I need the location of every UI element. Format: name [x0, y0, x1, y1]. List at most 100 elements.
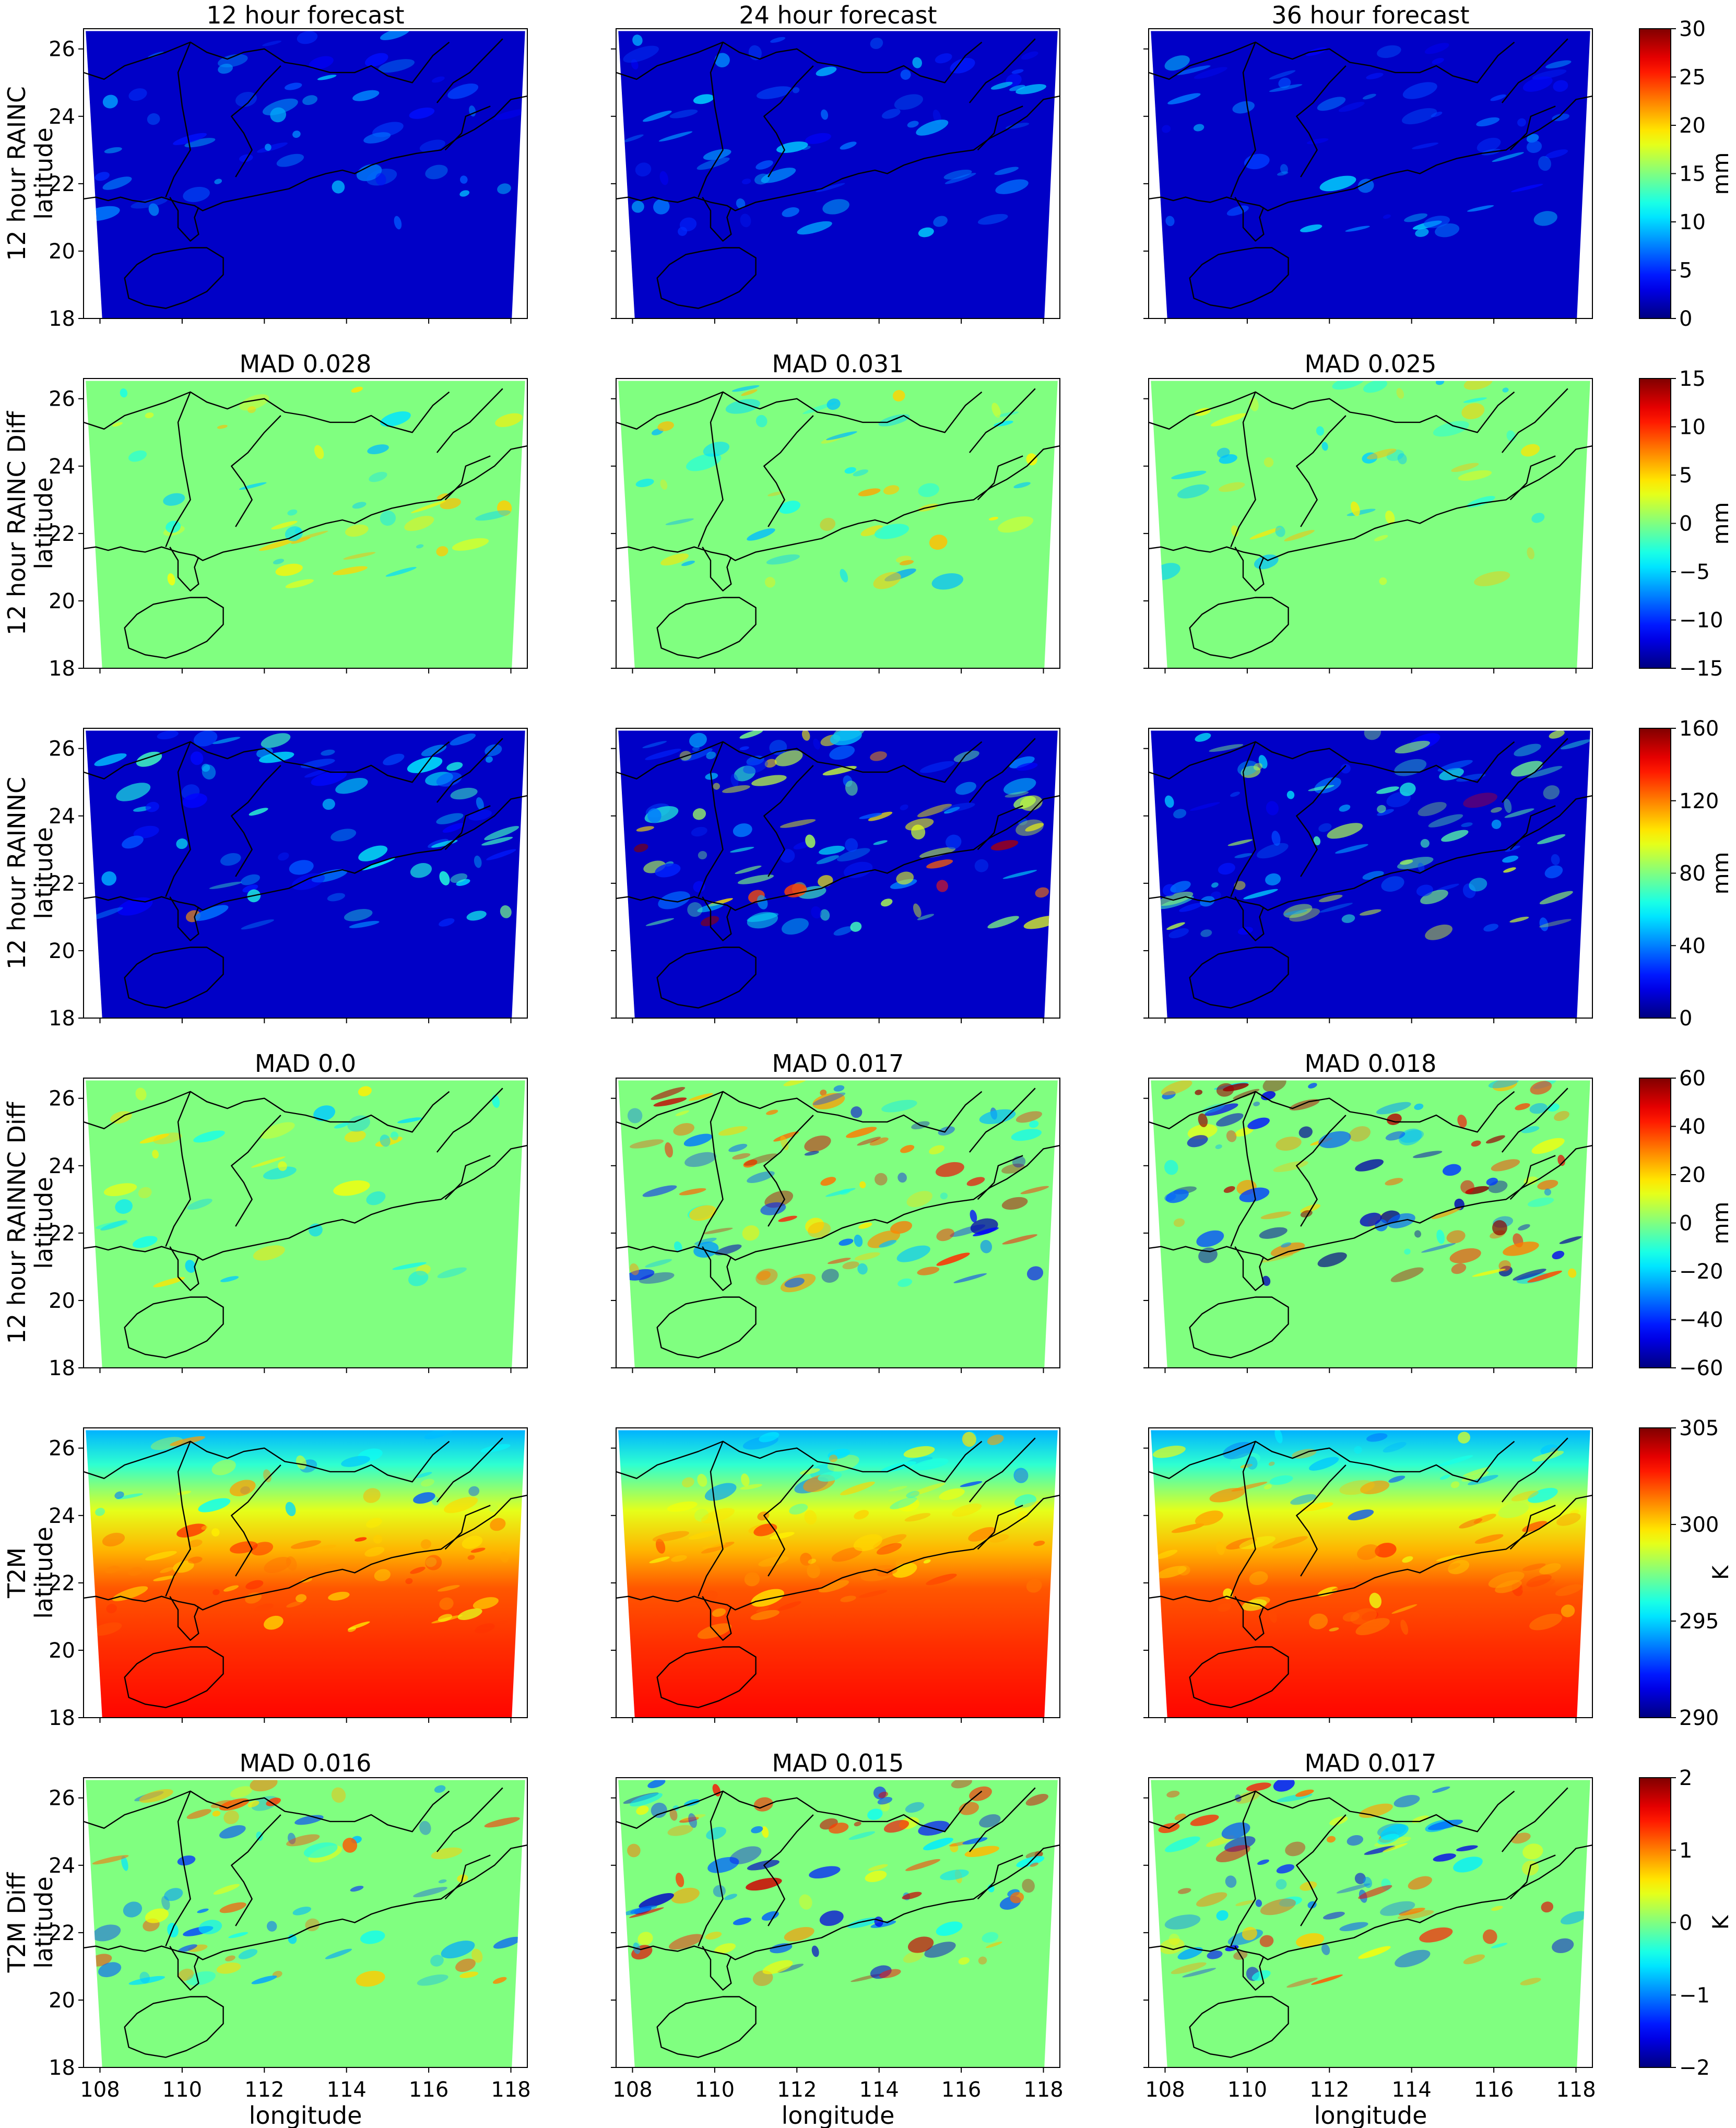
province-border: [1230, 741, 1256, 897]
field-feature: [725, 399, 761, 414]
field-texture: [1152, 1430, 1583, 1636]
field-feature: [757, 1271, 771, 1281]
field-feature: [635, 162, 652, 177]
field-feature: [1383, 214, 1391, 219]
field-feature: [940, 1192, 948, 1200]
field-feature: [1278, 77, 1291, 89]
field-feature: [1256, 843, 1289, 859]
field-feature: [100, 1220, 127, 1231]
field-feature: [1401, 108, 1437, 125]
field-feature: [1532, 1450, 1564, 1462]
field-texture: [91, 1430, 511, 1636]
field-feature: [740, 214, 751, 228]
field-feature: [392, 1262, 427, 1270]
field-feature: [1528, 1487, 1558, 1503]
field-feature: [1308, 1457, 1339, 1471]
field-feature: [761, 1826, 769, 1838]
field-feature: [704, 1483, 737, 1501]
field-feature: [1271, 831, 1281, 846]
x-axis-label: longitude: [249, 2101, 362, 2128]
y-tick-label: 22: [49, 1571, 75, 1595]
field-feature: [331, 1787, 346, 1803]
field-feature: [668, 1934, 703, 1950]
field-feature: [653, 1097, 687, 1107]
hainan-coastline: [1189, 247, 1289, 309]
field-feature: [1488, 1080, 1519, 1089]
field-feature: [258, 539, 296, 551]
field-feature: [783, 1080, 808, 1086]
field-feature: [755, 160, 773, 170]
field-feature: [1195, 1090, 1203, 1095]
field-feature: [1166, 922, 1185, 930]
axes-frame: [1148, 1427, 1593, 1718]
field-feature: [101, 871, 117, 886]
field-feature: [436, 493, 449, 500]
field-feature: [1449, 1248, 1481, 1263]
field-feature: [245, 1580, 264, 1590]
field-feature: [859, 1181, 866, 1188]
field-feature: [820, 1090, 827, 1096]
field-feature: [1339, 1922, 1368, 1931]
field-background: [1151, 381, 1590, 668]
field-feature: [1360, 1480, 1390, 1495]
field-feature: [973, 1227, 999, 1236]
field-feature: [1300, 224, 1322, 232]
field-feature: [456, 879, 470, 886]
field-feature: [114, 1491, 124, 1499]
field-feature: [692, 808, 706, 820]
field-feature: [1513, 1269, 1546, 1281]
colorbar-gradient: [1639, 1777, 1671, 2068]
field-feature: [1161, 1080, 1192, 1095]
field-feature: [780, 819, 816, 828]
province-border: [83, 41, 450, 84]
field-feature: [744, 1572, 760, 1587]
colorbar-tick-label: 290: [1679, 1706, 1719, 1730]
field-feature: [770, 1532, 795, 1540]
province-border: [444, 455, 491, 501]
field-feature: [747, 913, 779, 922]
map-panel-r1-c1: 18 20 22 24 26 12 hour forecast: [49, 1, 528, 331]
field-feature: [160, 1567, 174, 1574]
y-tick-label: 22: [49, 1222, 75, 1246]
field-feature: [1362, 871, 1384, 880]
field-feature: [1339, 1480, 1375, 1495]
field-feature: [1289, 1099, 1320, 1110]
y-tick-label: 18: [49, 1356, 75, 1380]
field-feature: [209, 881, 242, 889]
field-feature: [1364, 1846, 1396, 1855]
row-label: 12 hour RAINNC Diff: [3, 1101, 31, 1344]
field-feature: [1355, 1159, 1384, 1172]
field-feature: [183, 186, 210, 203]
province-border: [1230, 392, 1256, 548]
field-feature: [1327, 823, 1363, 839]
province-border: [1230, 42, 1256, 198]
field-feature: [907, 1936, 934, 1953]
field-feature: [702, 1543, 726, 1549]
field-feature: [1533, 211, 1557, 226]
y-tick-label: 24: [49, 805, 75, 829]
field-feature: [732, 1153, 751, 1160]
field-feature: [906, 1491, 920, 1498]
field-feature: [651, 1087, 686, 1100]
field-feature: [631, 200, 644, 213]
field-feature: [1259, 1935, 1274, 1947]
field-feature: [990, 81, 1013, 90]
y-axis-label: latitude: [30, 127, 58, 219]
y-tick-label: 18: [49, 307, 75, 331]
field-background: [618, 1780, 1058, 2067]
field-feature: [728, 1143, 748, 1152]
panel-title-mad: MAD 0.018: [1305, 1049, 1437, 1078]
colorbar-tick-label: 0: [1679, 307, 1692, 331]
field-feature: [821, 1269, 839, 1283]
field-feature: [735, 865, 762, 874]
leizhou-coastline: [169, 1946, 199, 1991]
province-border: [1148, 391, 1515, 433]
field-feature: [1284, 529, 1315, 541]
field-feature: [441, 1941, 475, 1959]
field-feature: [210, 1800, 232, 1808]
panel-title-mad: MAD 0.025: [1305, 350, 1437, 378]
field-feature: [1173, 1218, 1185, 1227]
field-feature: [95, 1508, 105, 1516]
hainan-coastline: [1189, 947, 1289, 1009]
field-feature: [1441, 830, 1469, 842]
